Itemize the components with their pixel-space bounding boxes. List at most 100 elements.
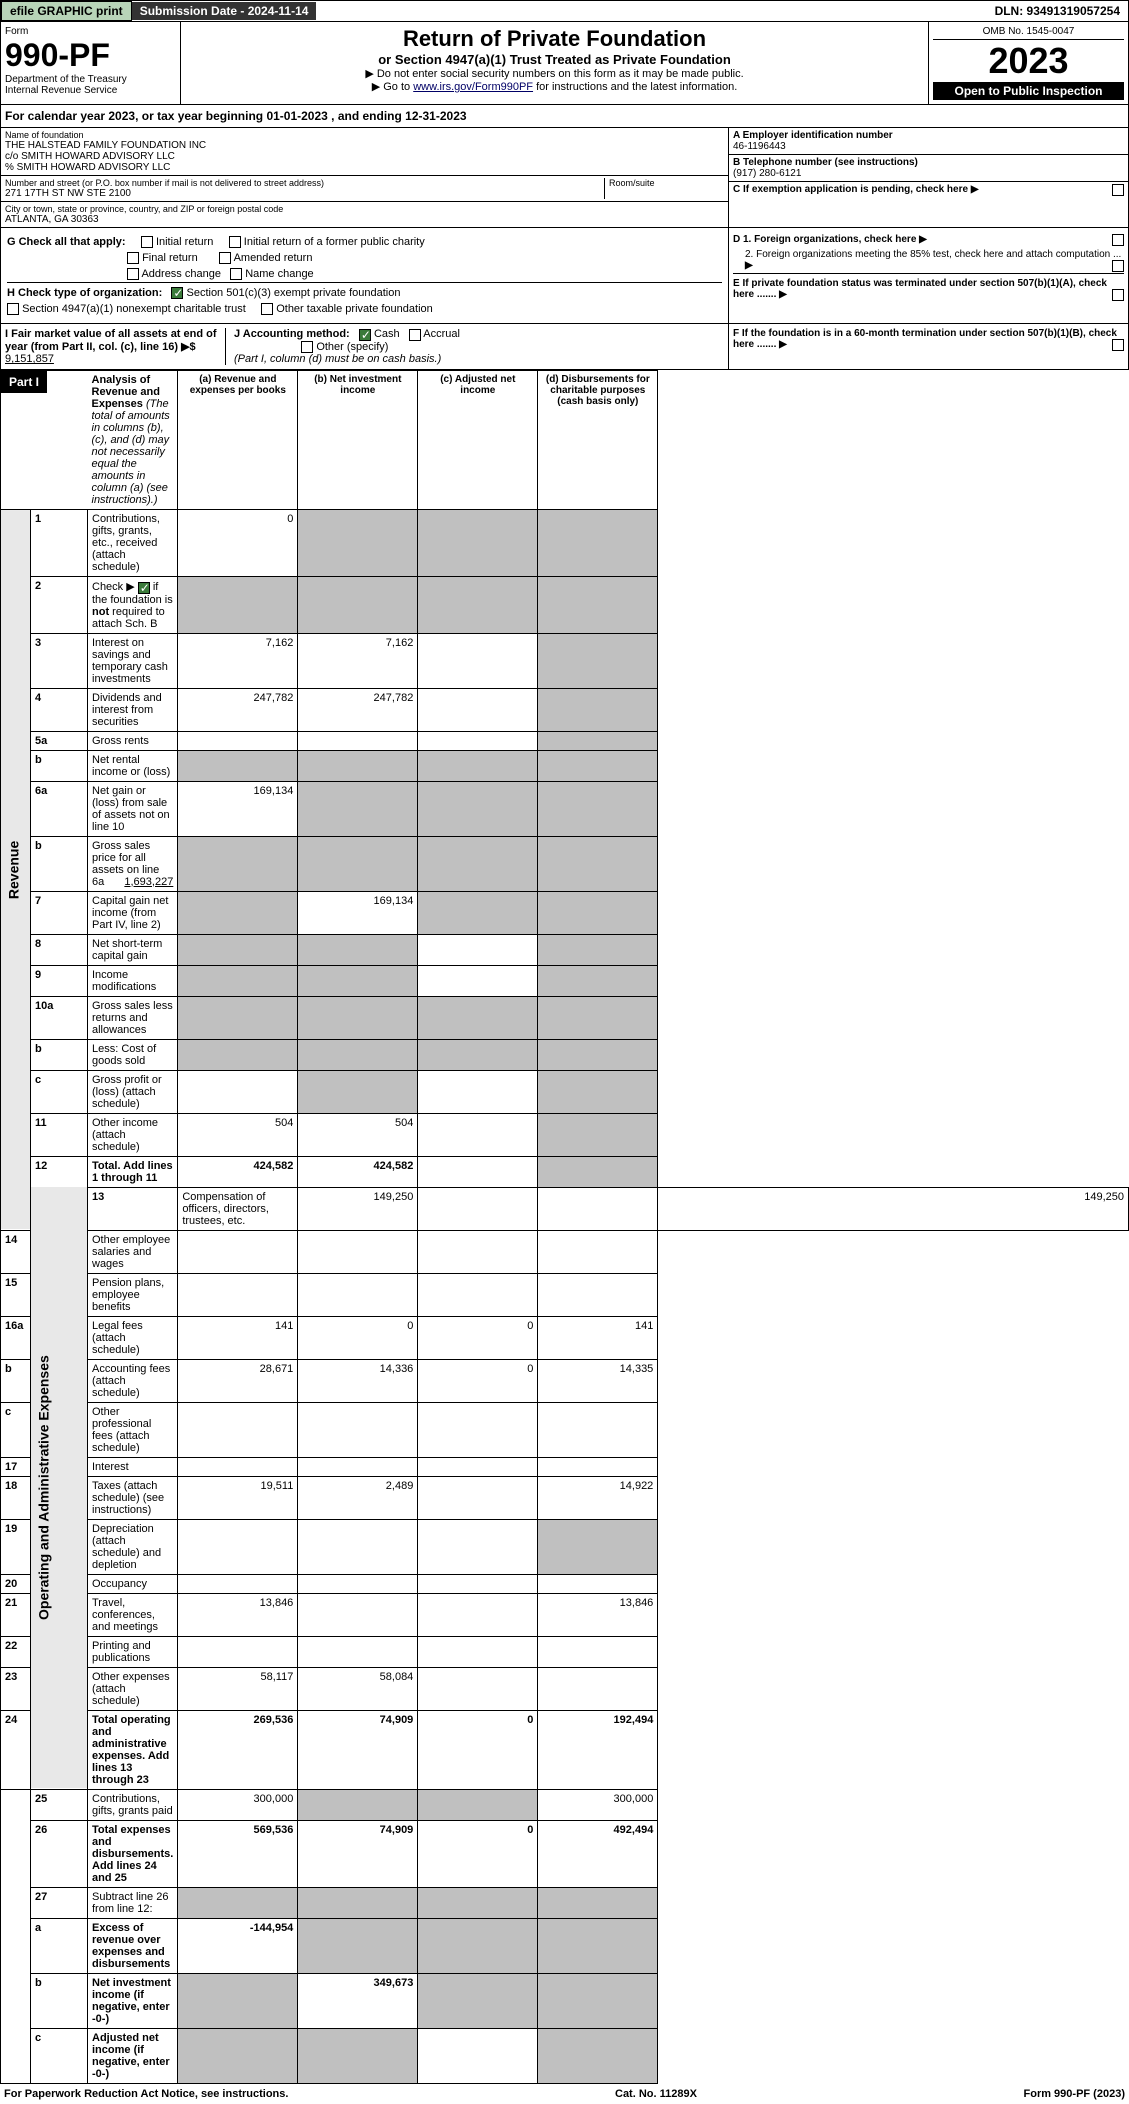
- col-c-header: (c) Adjusted net income: [418, 371, 538, 510]
- table-row: 16aLegal fees (attach schedule)14100141: [1, 1316, 1129, 1359]
- table-row: 26Total expenses and disbursements. Add …: [1, 1820, 1129, 1887]
- other-method-checkbox[interactable]: [301, 341, 313, 353]
- note-goto-pre: ▶ Go to: [372, 81, 413, 93]
- e-checkbox[interactable]: [1112, 289, 1124, 301]
- foundation-name-3: % SMITH HOWARD ADVISORY LLC: [5, 162, 724, 173]
- table-row: aExcess of revenue over expenses and dis…: [1, 1918, 1129, 1973]
- table-row: cAdjusted net income (if negative, enter…: [1, 2028, 1129, 2083]
- phone-label: B Telephone number (see instructions): [733, 157, 1124, 168]
- j-cash: Cash: [374, 328, 400, 340]
- g4-label: Amended return: [234, 252, 313, 264]
- calendar-year-line: For calendar year 2023, or tax year begi…: [0, 105, 1129, 128]
- name-change-checkbox[interactable]: [230, 268, 242, 280]
- footer-right: Form 990-PF (2023): [1024, 2088, 1125, 2100]
- col-d-header: (d) Disbursements for charitable purpose…: [538, 371, 658, 510]
- table-row: 9Income modifications: [1, 965, 1129, 996]
- table-row: 6aNet gain or (loss) from sale of assets…: [1, 781, 1129, 836]
- d1-checkbox[interactable]: [1112, 234, 1124, 246]
- table-row: 7Capital gain net income (from Part IV, …: [1, 891, 1129, 934]
- foundation-name-1: THE HALSTEAD FAMILY FOUNDATION INC: [5, 140, 724, 151]
- g6-label: Name change: [245, 268, 314, 280]
- accrual-checkbox[interactable]: [409, 329, 421, 341]
- final-return-checkbox[interactable]: [127, 252, 139, 264]
- other-taxable-checkbox[interactable]: [261, 303, 273, 315]
- foundation-name-2: c/o SMITH HOWARD ADVISORY LLC: [5, 151, 724, 162]
- form-number: 990-PF: [5, 37, 176, 74]
- table-row: bAccounting fees (attach schedule)28,671…: [1, 1359, 1129, 1402]
- addr-label: Number and street (or P.O. box number if…: [5, 178, 604, 188]
- col-b-header: (b) Net investment income: [298, 371, 418, 510]
- dept-treasury: Department of the Treasury Internal Reve…: [5, 74, 176, 96]
- footer-mid: Cat. No. 11289X: [615, 2088, 697, 2100]
- table-row: 27Subtract line 26 from line 12:: [1, 1887, 1129, 1918]
- d2-checkbox[interactable]: [1112, 260, 1124, 272]
- table-row: 15Pension plans, employee benefits: [1, 1273, 1129, 1316]
- g-label: G Check all that apply:: [7, 236, 126, 248]
- e-label: E If private foundation status was termi…: [733, 278, 1107, 300]
- j-accrual: Accrual: [423, 328, 460, 340]
- efile-print-button[interactable]: efile GRAPHIC print: [1, 1, 132, 21]
- schb-checkbox[interactable]: [138, 582, 150, 594]
- table-row: bNet rental income or (loss): [1, 750, 1129, 781]
- open-public: Open to Public Inspection: [933, 82, 1124, 100]
- table-row: 20Occupancy: [1, 1574, 1129, 1593]
- omb-number: OMB No. 1545-0047: [933, 26, 1124, 40]
- f-checkbox[interactable]: [1112, 339, 1124, 351]
- h-label: H Check type of organization:: [7, 287, 162, 299]
- table-row: 11Other income (attach schedule)504504: [1, 1113, 1129, 1156]
- table-row: 4Dividends and interest from securities2…: [1, 688, 1129, 731]
- part1-note: (The total of amounts in columns (b), (c…: [92, 398, 170, 506]
- tax-year: 2023: [933, 40, 1124, 82]
- revenue-section-label: Revenue: [1, 510, 31, 1230]
- note-ssn: ▶ Do not enter social security numbers o…: [185, 67, 924, 80]
- g5-label: Address change: [141, 268, 221, 280]
- table-row: cGross profit or (loss) (attach schedule…: [1, 1070, 1129, 1113]
- j-other: Other (specify): [316, 341, 388, 353]
- room-label: Room/suite: [609, 178, 724, 188]
- table-row: 25Contributions, gifts, grants paid300,0…: [1, 1789, 1129, 1820]
- j-label: J Accounting method:: [234, 328, 350, 340]
- h3-label: Other taxable private foundation: [276, 303, 433, 315]
- table-row: 3Interest on savings and temporary cash …: [1, 633, 1129, 688]
- table-row: 18Taxes (attach schedule) (see instructi…: [1, 1476, 1129, 1519]
- table-row: bNet investment income (if negative, ent…: [1, 1973, 1129, 2028]
- table-row: 2Check ▶ if the foundation is not requir…: [1, 577, 1129, 633]
- address-change-checkbox[interactable]: [127, 268, 139, 280]
- initial-former-checkbox[interactable]: [229, 236, 241, 248]
- street-address: 271 17TH ST NW STE 2100: [5, 188, 604, 199]
- initial-return-checkbox[interactable]: [141, 236, 153, 248]
- dln-value: DLN: 93491319057254: [987, 2, 1128, 20]
- table-row: 5aGross rents: [1, 731, 1129, 750]
- table-row: 8Net short-term capital gain: [1, 934, 1129, 965]
- form-instructions-link[interactable]: www.irs.gov/Form990PF: [413, 81, 533, 93]
- g3-label: Final return: [142, 252, 198, 264]
- 4947a1-checkbox[interactable]: [7, 303, 19, 315]
- form-subtitle: or Section 4947(a)(1) Trust Treated as P…: [185, 52, 924, 67]
- cash-checkbox[interactable]: [359, 329, 371, 341]
- 501c3-checkbox[interactable]: [171, 287, 183, 299]
- table-row: Revenue1Contributions, gifts, grants, et…: [1, 510, 1129, 577]
- part1-label: Part I: [1, 371, 47, 393]
- table-row: cOther professional fees (attach schedul…: [1, 1402, 1129, 1457]
- entity-info: Name of foundation THE HALSTEAD FAMILY F…: [0, 128, 1129, 228]
- hij-section: I Fair market value of all assets at end…: [0, 324, 1129, 370]
- table-row: 24Total operating and administrative exp…: [1, 1710, 1129, 1789]
- d1-label: D 1. Foreign organizations, check here: [733, 234, 916, 245]
- table-row: bLess: Cost of goods sold: [1, 1039, 1129, 1070]
- table-row: 17Interest: [1, 1457, 1129, 1476]
- note-goto-post: for instructions and the latest informat…: [533, 81, 737, 93]
- arrow-icon: ▶: [971, 184, 979, 195]
- table-row: Operating and Administrative Expenses13C…: [1, 1187, 1129, 1230]
- table-row: 19Depreciation (attach schedule) and dep…: [1, 1519, 1129, 1574]
- amended-return-checkbox[interactable]: [219, 252, 231, 264]
- ein-label: A Employer identification number: [733, 130, 1124, 141]
- table-row: 14Other employee salaries and wages: [1, 1230, 1129, 1273]
- col-a-header: (a) Revenue and expenses per books: [178, 371, 298, 510]
- j-note: (Part I, column (d) must be on cash basi…: [234, 353, 441, 365]
- form-label: Form: [5, 26, 176, 37]
- d2-label: 2. Foreign organizations meeting the 85%…: [745, 249, 1121, 260]
- city-state-zip: ATLANTA, GA 30363: [5, 214, 724, 225]
- submission-date: Submission Date - 2024-11-14: [132, 2, 317, 20]
- c-label: C If exemption application is pending, c…: [733, 184, 968, 195]
- c-checkbox[interactable]: [1112, 184, 1124, 196]
